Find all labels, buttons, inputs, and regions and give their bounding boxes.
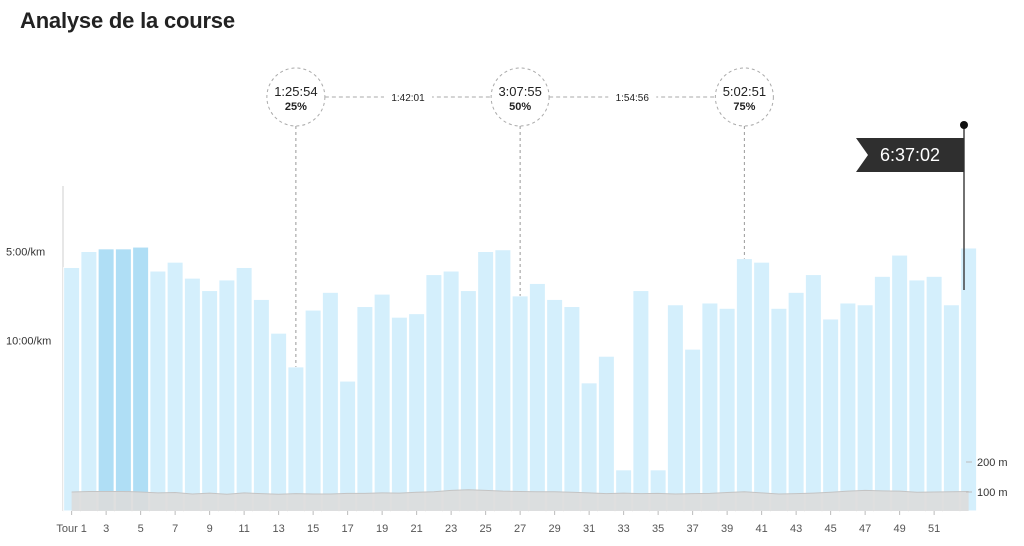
pace-bar bbox=[373, 293, 391, 512]
pace-bar bbox=[304, 309, 322, 512]
x-tick-label: 25 bbox=[480, 523, 492, 535]
pace-bar bbox=[891, 254, 909, 512]
milestone-time: 1:25:54 bbox=[274, 84, 317, 99]
pace-bar bbox=[339, 380, 357, 512]
pace-bar bbox=[321, 291, 339, 512]
pace-bar bbox=[287, 366, 305, 512]
x-tick-label: 27 bbox=[514, 523, 526, 535]
x-tick-label: 45 bbox=[825, 523, 837, 535]
x-tick-label: 5 bbox=[138, 523, 144, 535]
milestone-percent: 75% bbox=[733, 101, 755, 113]
pace-bar bbox=[477, 251, 495, 512]
pace-bar bbox=[546, 298, 564, 512]
pace-bar bbox=[839, 302, 857, 512]
pace-bar bbox=[132, 246, 150, 512]
segment-duration: 1:42:01 bbox=[391, 93, 425, 104]
pace-bar bbox=[701, 302, 719, 512]
y-tick-label: 5:00/km bbox=[6, 247, 45, 259]
pace-bar bbox=[822, 318, 840, 512]
pace-bar bbox=[528, 282, 546, 512]
milestone-percent: 50% bbox=[509, 101, 531, 113]
pace-bar bbox=[252, 298, 270, 512]
pace-bar bbox=[459, 290, 477, 512]
pace-bar bbox=[149, 270, 167, 512]
x-tick-label: 29 bbox=[549, 523, 561, 535]
x-tick-label: Tour 1 bbox=[56, 523, 87, 535]
elevation-area bbox=[71, 489, 969, 511]
x-tick-label: 49 bbox=[894, 523, 906, 535]
x-tick-label: 39 bbox=[721, 523, 733, 535]
finish-flag bbox=[856, 138, 964, 172]
page-title: Analyse de la course bbox=[20, 8, 235, 33]
pace-bar bbox=[632, 290, 650, 512]
x-tick-label: 43 bbox=[790, 523, 802, 535]
pace-bar bbox=[356, 306, 374, 512]
pace-bar bbox=[787, 291, 805, 512]
y2-tick-label: 100 m bbox=[977, 487, 1008, 499]
pace-bar bbox=[856, 304, 874, 512]
pace-bar bbox=[735, 258, 753, 512]
pace-bar bbox=[218, 279, 236, 512]
pace-bar bbox=[908, 279, 926, 512]
pace-bar bbox=[804, 274, 822, 512]
pace-bar bbox=[235, 266, 253, 512]
pace-bar bbox=[183, 277, 201, 512]
pace-bar bbox=[97, 248, 115, 512]
x-tick-label: 23 bbox=[445, 523, 457, 535]
finish-flag-top bbox=[960, 121, 968, 129]
pace-bar bbox=[390, 316, 408, 512]
finish-time: 6:37:02 bbox=[880, 145, 940, 165]
pace-bar bbox=[80, 251, 98, 512]
x-tick-label: 47 bbox=[859, 523, 871, 535]
y2-tick-label: 200 m bbox=[977, 457, 1008, 469]
pace-bar bbox=[166, 261, 184, 512]
x-tick-label: 19 bbox=[376, 523, 388, 535]
pace-bar bbox=[201, 290, 219, 512]
segment-duration: 1:54:56 bbox=[616, 93, 650, 104]
segment-label-bg bbox=[384, 89, 432, 105]
x-tick-label: 13 bbox=[273, 523, 285, 535]
pace-bar bbox=[770, 307, 788, 512]
x-tick-label: 31 bbox=[583, 523, 595, 535]
pace-bar bbox=[753, 261, 771, 512]
elevation-line bbox=[71, 489, 969, 495]
pace-bar bbox=[718, 307, 736, 512]
pace-bar bbox=[580, 382, 598, 512]
pace-bar bbox=[425, 274, 443, 512]
pace-bar bbox=[563, 306, 581, 512]
pace-bar bbox=[960, 247, 978, 512]
pace-bar bbox=[114, 248, 132, 512]
x-tick-label: 35 bbox=[652, 523, 664, 535]
x-tick-label: 3 bbox=[103, 523, 109, 535]
x-tick-label: 7 bbox=[172, 523, 178, 535]
pace-bar bbox=[442, 270, 460, 512]
x-tick-label: 41 bbox=[756, 523, 768, 535]
x-tick-label: 21 bbox=[411, 523, 423, 535]
y-tick-label: 10:00/km bbox=[6, 335, 51, 347]
x-tick-label: 51 bbox=[928, 523, 940, 535]
x-tick-label: 33 bbox=[618, 523, 630, 535]
pace-bar bbox=[511, 295, 529, 512]
pace-bar bbox=[666, 304, 684, 512]
milestone-percent: 25% bbox=[285, 101, 307, 113]
pace-bar bbox=[925, 275, 943, 512]
pace-bar bbox=[684, 348, 702, 512]
milestone-time: 5:02:51 bbox=[723, 84, 766, 99]
x-tick-label: 9 bbox=[207, 523, 213, 535]
pace-bar bbox=[408, 313, 426, 512]
x-tick-label: 37 bbox=[687, 523, 699, 535]
pace-bar bbox=[597, 355, 615, 512]
pace-bar bbox=[873, 275, 891, 512]
pace-bar bbox=[942, 304, 960, 512]
x-tick-label: 15 bbox=[307, 523, 319, 535]
x-tick-label: 17 bbox=[342, 523, 354, 535]
milestone-time: 3:07:55 bbox=[498, 84, 541, 99]
pace-bar bbox=[63, 266, 81, 512]
segment-label-bg bbox=[608, 89, 657, 105]
x-tick-label: 11 bbox=[238, 523, 249, 535]
pace-bar bbox=[270, 332, 288, 512]
pace-bar bbox=[494, 249, 512, 512]
milestone-circle bbox=[714, 67, 774, 127]
